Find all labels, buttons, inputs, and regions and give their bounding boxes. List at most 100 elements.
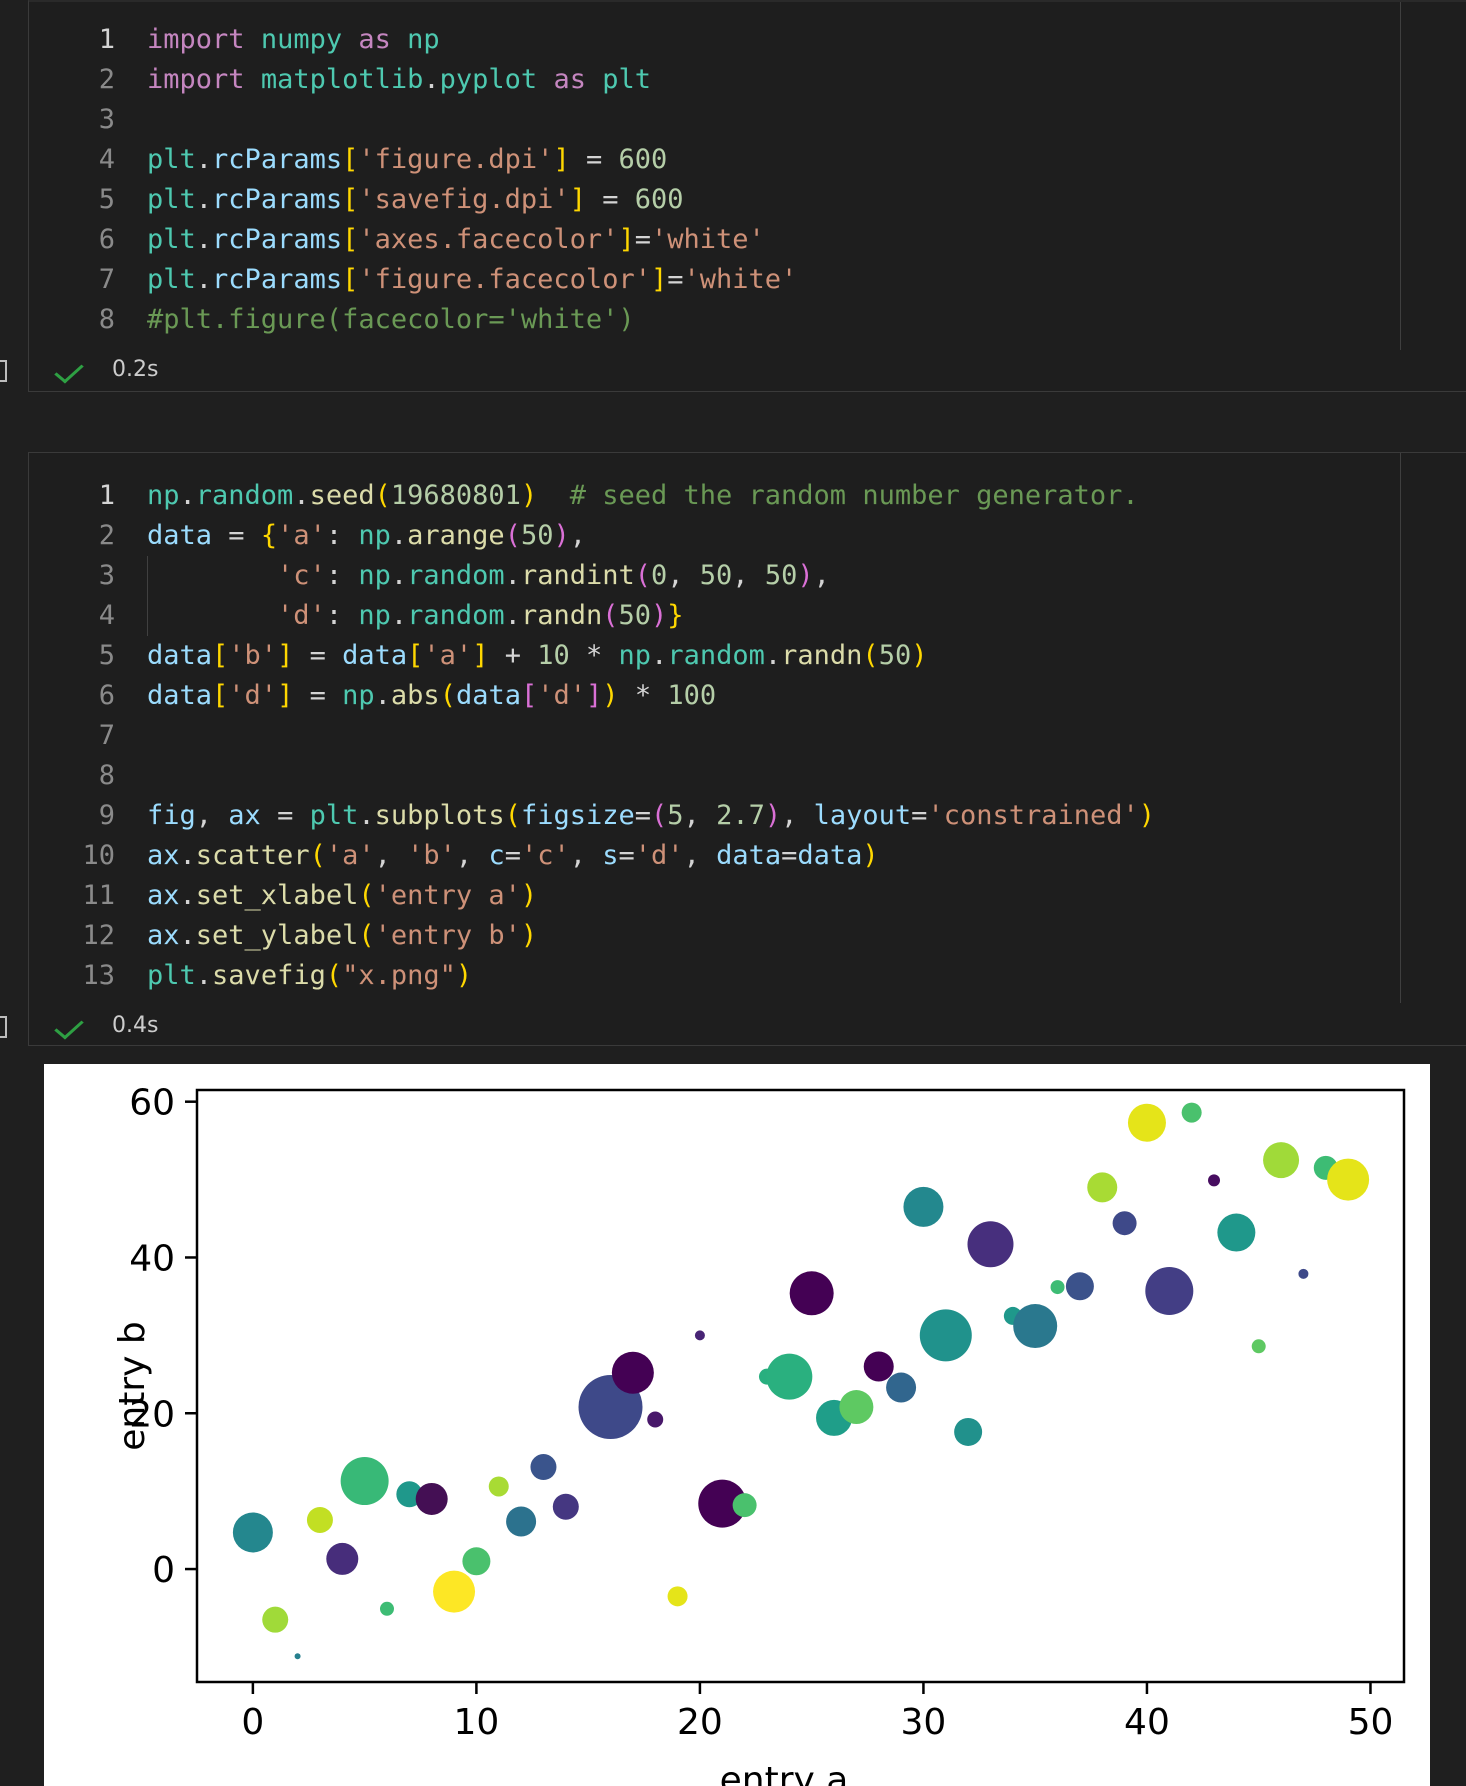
code-line[interactable]: 7 bbox=[29, 716, 1401, 756]
code-token: = bbox=[585, 184, 635, 215]
code-token: ] bbox=[569, 184, 586, 215]
code-token: 50 bbox=[878, 640, 912, 671]
code-token bbox=[245, 24, 261, 55]
code-token: , bbox=[455, 840, 489, 871]
code-token: 'd' bbox=[537, 680, 587, 711]
code-line[interactable]: 8 #plt.figure(facecolor='white') bbox=[29, 300, 1401, 340]
code-token: . bbox=[423, 64, 440, 95]
code-cell-1[interactable]: 1 import numpy as np 2 import matplotlib.py… bbox=[28, 0, 1466, 392]
code-token: [ bbox=[407, 640, 424, 671]
code-line[interactable]: 7 plt.rcParams['figure.facecolor']='white… bbox=[29, 260, 1401, 300]
code-token: ) bbox=[764, 800, 782, 831]
code-token: ) bbox=[1138, 800, 1156, 831]
scatter-point bbox=[306, 1506, 333, 1533]
line-number: 4 bbox=[98, 144, 115, 175]
code-token: ( bbox=[374, 480, 391, 511]
code-line[interactable]: 11 ax.set_xlabel('entry a') bbox=[29, 876, 1401, 916]
code-line[interactable]: 6 data['d'] = np.abs(data['d']) * 100 bbox=[29, 676, 1401, 716]
code-token: [ bbox=[520, 680, 538, 711]
code-line[interactable]: 2 data = {'a': np.arange(50), bbox=[29, 516, 1401, 556]
code-token: ( bbox=[862, 640, 879, 671]
code-token bbox=[586, 64, 602, 95]
scatter-point bbox=[379, 1601, 394, 1616]
code-line[interactable]: 2 import matplotlib.pyplot as plt bbox=[29, 60, 1401, 100]
line-number: 12 bbox=[82, 920, 115, 951]
code-token: = bbox=[634, 800, 652, 831]
code-token: = bbox=[293, 680, 343, 711]
scatter-point bbox=[1181, 1102, 1202, 1123]
code-token: = bbox=[667, 264, 684, 295]
code-token: , bbox=[569, 520, 587, 551]
code-cell-2[interactable]: 1 np.random.seed(19680801) # seed the ran… bbox=[28, 452, 1466, 1046]
code-token: plt bbox=[309, 800, 359, 831]
code-token: #plt.figure(facecolor='white') bbox=[147, 304, 635, 335]
code-text: plt.rcParams['figure.dpi'] = 600 bbox=[147, 140, 667, 180]
code-token: ( bbox=[602, 600, 619, 631]
code-token: data bbox=[147, 680, 213, 711]
code-token: 'c' bbox=[277, 560, 326, 591]
code-line[interactable]: 5 plt.rcParams['savefig.dpi'] = 600 bbox=[29, 180, 1401, 220]
line-number: 5 bbox=[98, 640, 115, 671]
code-token: 'entry b' bbox=[374, 920, 521, 951]
code-token: . bbox=[195, 960, 213, 991]
scatter-point bbox=[766, 1353, 813, 1400]
code-token: [ bbox=[342, 184, 359, 215]
code-token: 'a' bbox=[423, 640, 473, 671]
scatter-point bbox=[1251, 1339, 1266, 1354]
code-line[interactable]: 1 import numpy as np bbox=[29, 20, 1401, 60]
code-token: ( bbox=[504, 520, 521, 551]
code-line[interactable]: 4 'd': np.random.randn(50)} bbox=[29, 596, 1401, 636]
collapse-gutter-icon[interactable] bbox=[0, 1016, 7, 1038]
code-line[interactable]: 3 bbox=[29, 100, 1401, 140]
code-token: seed bbox=[309, 480, 375, 511]
code-token: 50 bbox=[764, 560, 798, 591]
scatter-point bbox=[488, 1476, 509, 1497]
code-line[interactable]: 1 np.random.seed(19680801) # seed the ran… bbox=[29, 476, 1401, 516]
code-line[interactable]: 13 plt.savefig("x.png") bbox=[29, 956, 1401, 996]
code-token: [ bbox=[212, 680, 229, 711]
code-token: subplots bbox=[374, 800, 505, 831]
code-line[interactable]: 8 bbox=[29, 756, 1401, 796]
x-tick-label: 30 bbox=[901, 1702, 947, 1743]
code-text: ax.scatter('a', 'b', c='c', s='d', data=… bbox=[147, 836, 879, 876]
scatter-point bbox=[506, 1506, 537, 1537]
code-token: [ bbox=[342, 144, 359, 175]
line-number: 8 bbox=[98, 760, 115, 791]
scatter-point bbox=[903, 1186, 944, 1227]
scatter-point bbox=[1127, 1103, 1166, 1142]
code-token: arange bbox=[407, 520, 505, 551]
code-line[interactable]: 3 'c': np.random.randint(0, 50, 50), bbox=[29, 556, 1401, 596]
code-token: random bbox=[407, 600, 505, 631]
x-tick-label: 10 bbox=[453, 1702, 499, 1743]
code-token: = bbox=[569, 144, 619, 175]
scatter-point bbox=[1050, 1280, 1065, 1295]
line-number: 1 bbox=[98, 24, 115, 55]
code-token: . bbox=[651, 640, 668, 671]
scatter-point bbox=[886, 1372, 917, 1403]
code-token: scatter bbox=[195, 840, 310, 871]
code-token: ) bbox=[651, 600, 668, 631]
line-number: 11 bbox=[82, 880, 115, 911]
code-token: # seed the random number generator. bbox=[569, 480, 1139, 511]
code-token: , bbox=[195, 800, 229, 831]
code-token: randn bbox=[781, 640, 863, 671]
scatter-point bbox=[1013, 1304, 1058, 1349]
code-line[interactable]: 12 ax.set_ylabel('entry b') bbox=[29, 916, 1401, 956]
code-token: = bbox=[260, 800, 310, 831]
code-token: 'd' bbox=[277, 600, 326, 631]
code-token: . bbox=[179, 880, 196, 911]
code-line[interactable]: 10 ax.scatter('a', 'b', c='c', s='d', dat… bbox=[29, 836, 1401, 876]
collapse-gutter-icon[interactable] bbox=[0, 360, 7, 382]
code-token: 'savefig.dpi' bbox=[358, 184, 570, 215]
scatter-point bbox=[326, 1542, 359, 1575]
x-tick-label: 0 bbox=[241, 1702, 264, 1743]
code-token: 'b' bbox=[407, 840, 456, 871]
code-line[interactable]: 5 data['b'] = data['a'] + 10 * np.random.… bbox=[29, 636, 1401, 676]
exec-status-2: 0.4s bbox=[28, 1006, 1228, 1048]
scatter-point bbox=[530, 1454, 557, 1481]
code-line[interactable]: 4 plt.rcParams['figure.dpi'] = 600 bbox=[29, 140, 1401, 180]
code-line[interactable]: 9 fig, ax = plt.subplots(figsize=(5, 2.7)… bbox=[29, 796, 1401, 836]
code-token: plt bbox=[602, 64, 652, 95]
code-line[interactable]: 6 plt.rcParams['axes.facecolor']='white' bbox=[29, 220, 1401, 260]
code-token: { bbox=[260, 520, 278, 551]
